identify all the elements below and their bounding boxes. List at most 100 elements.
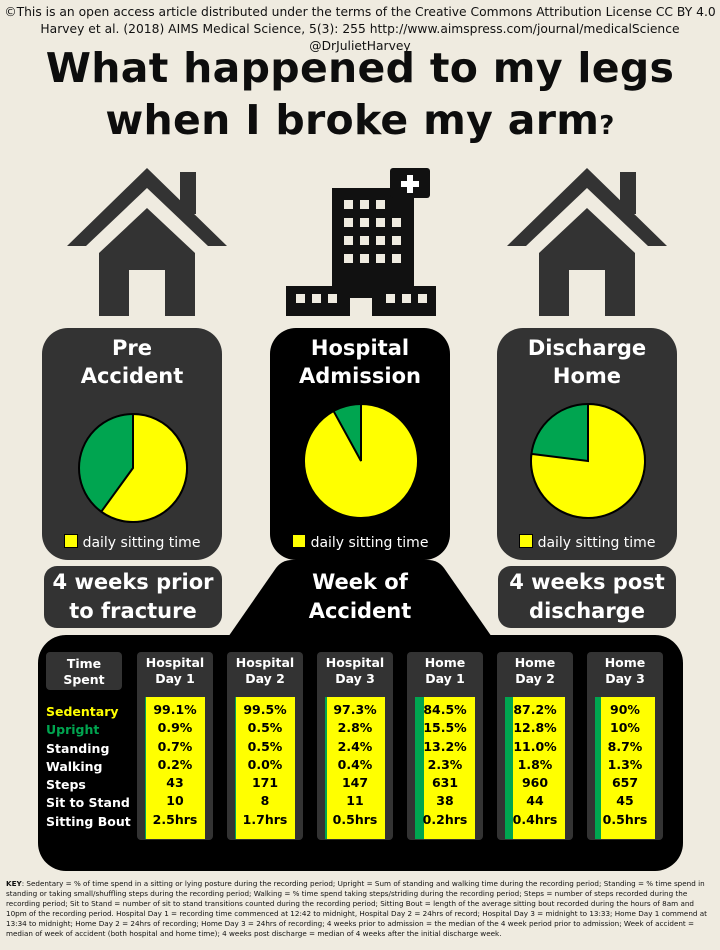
value-steps: 43 [166, 775, 184, 791]
value-steps: 657 [611, 775, 639, 791]
row-label-standing: Standing [46, 740, 110, 756]
panel-title-line-1: Hospital [310, 336, 410, 360]
value-upright: 0.9% [157, 720, 193, 736]
value-list: 84.5% 15.5% 13.2% 2.3% 631 38 0.2hrs [415, 701, 475, 829]
period-week: Week of Accident [270, 568, 450, 626]
value-sedentary: 87.2% [513, 702, 557, 717]
row-label-sitting-bout: Sitting Bout [46, 813, 131, 829]
value-block: 90% 10% 8.7% 1.3% 657 45 0.5hrs [595, 697, 655, 839]
value-steps: 631 [431, 775, 459, 791]
value-block: 87.2% 12.8% 11.0% 1.8% 960 44 0.4hrs [505, 697, 565, 839]
hospital-icon [286, 168, 436, 318]
upright-bar [505, 697, 513, 839]
column-header-line-1: Hospital [145, 655, 205, 670]
value-upright: 12.8% [513, 720, 557, 736]
column-header-line-2: Day 2 [515, 671, 555, 686]
upright-bar [325, 697, 327, 839]
panel-title-line-2: Home [552, 364, 622, 388]
column-header-line-1: Hospital [235, 655, 295, 670]
value-steps: 147 [341, 775, 369, 791]
time-spent-line-1: Time [66, 656, 102, 671]
value-sitting-bout: 0.5hrs [602, 811, 648, 827]
column-home-day-3: Home Day 3 90% 10% 8.7% 1.3% 657 45 0.5hr… [587, 652, 663, 840]
sitting-time-pie [530, 402, 646, 519]
sitting-slice [99, 412, 188, 523]
value-steps: 960 [521, 775, 549, 791]
value-walking: 1.8% [517, 756, 553, 772]
legend-swatch [518, 534, 533, 548]
value-sit-to-stand: 11 [346, 793, 364, 809]
upright-bar [145, 697, 146, 839]
panel-title-line-1: Pre [112, 336, 152, 360]
house-icon [67, 168, 227, 316]
value-sit-to-stand: 10 [166, 793, 184, 809]
value-upright: 10% [610, 720, 640, 736]
value-walking: 0.0% [247, 756, 283, 772]
sitting-time-pie [303, 402, 419, 519]
value-steps: 171 [251, 775, 279, 791]
row-label-upright: Upright [46, 722, 100, 738]
value-list: 90% 10% 8.7% 1.3% 657 45 0.5hrs [595, 701, 655, 829]
column-header-line-2: Day 2 [245, 671, 285, 686]
column-header-line-2: Day 1 [155, 671, 195, 686]
column-header-line-2: Day 1 [425, 671, 465, 686]
panel-title-line-1: Discharge [527, 336, 647, 360]
value-upright: 2.8% [337, 720, 373, 736]
value-sedentary: 97.3% [333, 702, 377, 717]
panel-hospital-admission: Hospital Admission daily sitting time [270, 328, 450, 560]
legend-swatch [291, 534, 306, 548]
sitting-slice [530, 402, 646, 519]
period-week-line-2: Accident [308, 599, 412, 623]
value-sitting-bout: 0.2hrs [422, 811, 468, 827]
sitting-time-pie [78, 412, 188, 523]
value-standing: 0.7% [157, 738, 193, 754]
row-label-sedentary: Sedentary [46, 704, 119, 719]
period-week-line-1: Week of [312, 570, 408, 594]
value-walking: 0.2% [157, 756, 193, 772]
title-line-1: What happened to my legs [45, 44, 675, 92]
period-post: 4 weeks post discharge [498, 566, 676, 628]
value-sit-to-stand: 38 [436, 793, 454, 809]
key-label: KEY [6, 879, 22, 888]
column-hospital-day-2: Hospital Day 2 99.5% 0.5% 0.5% 0.0% 171 8… [227, 652, 303, 840]
pie-legend: daily sitting time [42, 534, 222, 551]
value-standing: 2.4% [337, 738, 373, 754]
value-standing: 11.0% [513, 738, 557, 754]
value-sedentary: 84.5% [423, 702, 467, 717]
row-labels: Sedentary Upright Standing Walking Steps… [46, 703, 131, 831]
legend-label: daily sitting time [537, 535, 656, 551]
value-block: 99.5% 0.5% 0.5% 0.0% 171 8 1.7hrs [235, 697, 295, 839]
title-line-2: when I broke my arm? [0, 96, 720, 144]
value-list: 99.1% 0.9% 0.7% 0.2% 43 10 2.5hrs [145, 701, 205, 829]
value-sitting-bout: 2.5hrs [152, 811, 198, 827]
column-header: Home Day 3 [587, 655, 663, 687]
pie-legend: daily sitting time [270, 534, 450, 551]
panel-title-line-2: Accident [80, 364, 184, 388]
period-post-line-2: discharge [529, 599, 645, 623]
value-sitting-bout: 0.4hrs [512, 811, 558, 827]
value-walking: 2.3% [427, 756, 463, 772]
title-question-mark: ? [599, 111, 615, 141]
row-label-walking: Walking [46, 758, 103, 774]
panel-pre-accident: Pre Accident daily sitting time [42, 328, 222, 560]
upright-bar [415, 697, 425, 839]
column-header-line-1: Home [424, 655, 466, 670]
week-of-accident-tab [226, 560, 494, 640]
credit-line-1: ©This is an open access article distribu… [4, 5, 716, 19]
row-label-steps: Steps [46, 777, 86, 793]
value-list: 87.2% 12.8% 11.0% 1.8% 960 44 0.4hrs [505, 701, 565, 829]
value-upright: 15.5% [423, 720, 467, 736]
column-header: Hospital Day 3 [317, 655, 393, 687]
row-label-sit-to-stand: Sit to Stand [46, 795, 130, 811]
column-header: Home Day 2 [497, 655, 573, 687]
value-upright: 0.5% [247, 720, 283, 736]
title-line-2-text: when I broke my arm [105, 96, 600, 144]
column-header-line-1: Home [514, 655, 556, 670]
value-standing: 8.7% [607, 738, 643, 754]
panel-discharge-home: Discharge Home daily sitting time [497, 328, 677, 560]
sitting-slice [303, 402, 419, 519]
key-text: : Sedentary = % of time spend in a sitti… [6, 879, 707, 938]
value-sitting-bout: 1.7hrs [242, 811, 288, 827]
period-pre-line-2: to fracture [69, 599, 197, 623]
column-header: Hospital Day 1 [137, 655, 213, 687]
